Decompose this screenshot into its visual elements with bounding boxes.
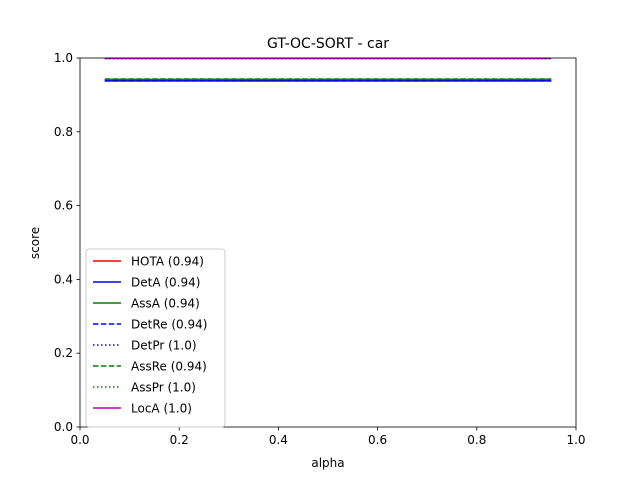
- y-tick-label: 0.2: [54, 346, 73, 360]
- legend: HOTA (0.94) DetA (0.94) AssA (0.94) DetRe (…: [85, 248, 226, 428]
- x-tick-label: 1.0: [566, 433, 585, 447]
- legend-label-1: DetA (0.94): [131, 276, 200, 290]
- legend-label-5: AssRe (0.94): [131, 360, 207, 374]
- legend-label-3: DetRe (0.94): [131, 318, 207, 332]
- x-tick-label: 0.4: [269, 433, 288, 447]
- legend-label-6: AssPr (1.0): [131, 381, 196, 395]
- y-tick-label: 1.0: [54, 51, 73, 65]
- x-tick-label: 0.2: [170, 433, 189, 447]
- x-tick-label: 0.8: [467, 433, 486, 447]
- legend-label-0: HOTA (0.94): [131, 255, 204, 269]
- x-axis-label: alpha: [311, 456, 344, 470]
- y-axis-label: score: [28, 227, 42, 259]
- legend-label-2: AssA (0.94): [131, 297, 200, 311]
- y-tick-label: 0.4: [54, 272, 73, 286]
- x-tick-label: 0.6: [368, 433, 387, 447]
- chart-title: GT-OC-SORT - car: [267, 36, 389, 52]
- axes-layer: 0.0 0.2 0.4 0.6 0.8 1.0 0.0 0.2 0.4 0.6 0.8 1.0: [54, 51, 586, 447]
- legend-box: [85, 248, 226, 428]
- plot-frame: [79, 57, 577, 428]
- y-tick-label: 0.0: [54, 420, 73, 434]
- y-tick-label: 0.8: [54, 125, 73, 139]
- legend-label-7: LocA (1.0): [131, 402, 192, 416]
- x-tick-label: 0.0: [70, 433, 89, 447]
- legend-label-4: DetPr (1.0): [131, 339, 197, 353]
- y-tick-label: 0.6: [54, 199, 73, 213]
